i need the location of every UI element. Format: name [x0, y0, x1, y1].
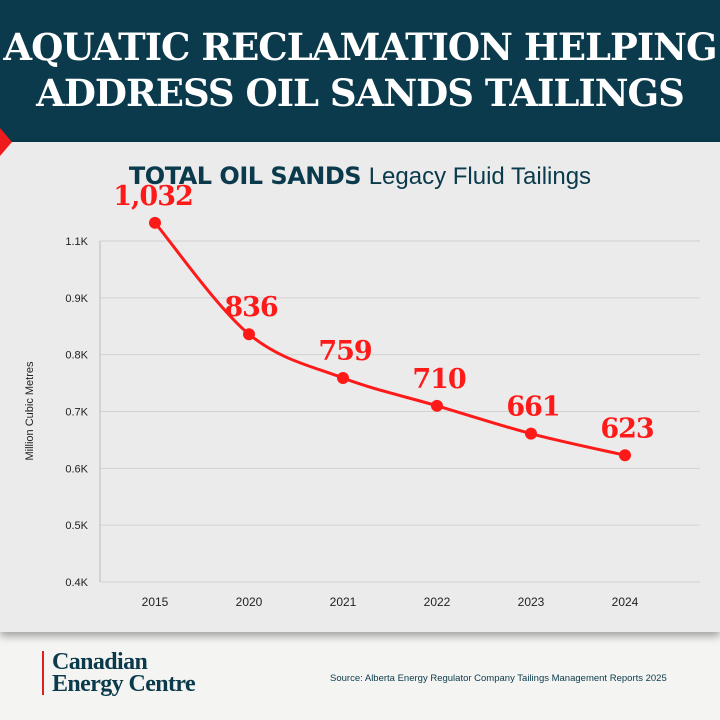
data-label: 661	[506, 392, 559, 423]
data-point	[149, 216, 161, 229]
logo-line-1: Canadian	[52, 649, 148, 675]
data-label: 1,032	[113, 181, 193, 212]
y-axis-label: Million Cubic Metres	[24, 361, 36, 461]
data-label: 759	[318, 336, 372, 367]
x-tick-label: 2022	[424, 595, 451, 609]
data-point	[337, 371, 349, 384]
y-tick-label: 0.6K	[65, 463, 88, 475]
red-accent-triangle	[0, 128, 12, 156]
chart-title-bold: TOTAL OIL SANDS	[128, 162, 362, 190]
title-line-1: AQUATIC RECLAMATION HELPING	[3, 25, 717, 69]
chart-title: TOTAL OIL SANDS Legacy Fluid Tailings	[0, 162, 720, 191]
data-point	[243, 328, 255, 341]
y-tick-label: 0.4K	[65, 577, 88, 589]
y-tick-label: 0.5K	[65, 520, 88, 532]
data-label: 623	[600, 413, 654, 444]
y-tick-label: 1.1K	[65, 236, 88, 248]
chart-title-light: Legacy Fluid Tailings	[368, 163, 592, 190]
y-tick-label: 0.7K	[65, 407, 88, 419]
logo-line-2: Energy Centre	[52, 671, 196, 697]
x-tick-label: 2024	[612, 595, 639, 609]
x-tick-label: 2020	[236, 595, 263, 609]
title-line-2: ADDRESS OIL SANDS TAILINGS	[36, 71, 685, 115]
data-label: 836	[224, 292, 278, 323]
x-tick-label: 2021	[330, 595, 357, 609]
data-point	[431, 399, 443, 412]
data-point	[619, 449, 631, 462]
header-banner: AQUATIC RECLAMATION HELPING ADDRESS OIL S…	[0, 0, 720, 142]
x-tick-label: 2023	[518, 595, 545, 609]
source-note: Source: Alberta Energy Regulator Company…	[330, 673, 667, 684]
data-point	[525, 427, 537, 440]
canadian-energy-centre-logo: Canadian Energy Centre	[42, 649, 196, 697]
data-label: 710	[412, 364, 466, 395]
x-tick-label: 2015	[142, 595, 169, 609]
chart-panel	[0, 142, 720, 632]
y-tick-label: 0.8K	[65, 350, 88, 362]
page-title: AQUATIC RECLAMATION HELPING ADDRESS OIL S…	[0, 24, 720, 116]
y-tick-label: 0.9K	[65, 293, 88, 305]
